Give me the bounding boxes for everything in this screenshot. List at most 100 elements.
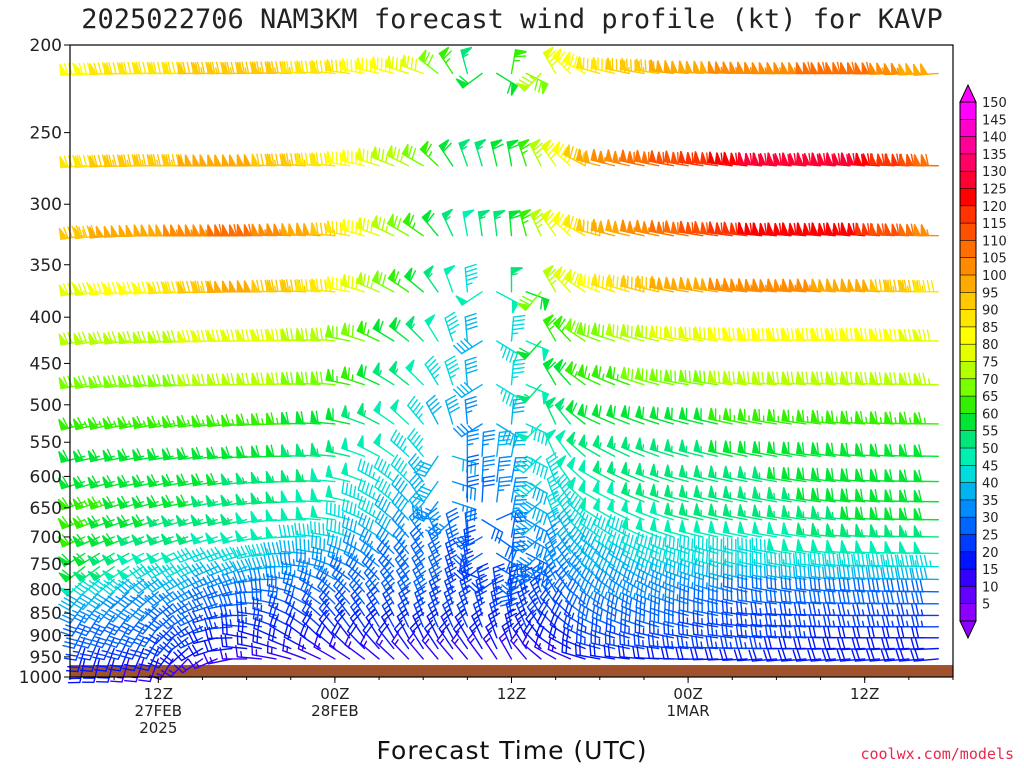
barb-full [492, 563, 505, 569]
barb-full [147, 594, 158, 604]
barb-full [512, 406, 525, 410]
wind-barb [607, 580, 630, 605]
barb-full [154, 576, 165, 587]
barb-pennant [310, 152, 319, 165]
barb-full [573, 273, 580, 286]
barb-full [399, 483, 408, 495]
barb-full [580, 619, 584, 632]
barb-full [285, 612, 292, 625]
barb-full [235, 644, 239, 658]
barb-full [318, 609, 327, 621]
barb-full [162, 579, 172, 590]
barb-half [478, 216, 486, 220]
barb-pennant [161, 448, 172, 461]
barb-half [531, 609, 537, 615]
barb-full [221, 549, 229, 561]
barb-pennant [693, 503, 702, 517]
barb-full [611, 515, 616, 529]
barb-pennant [399, 54, 408, 69]
wind-barb [692, 370, 719, 386]
barb-full [270, 444, 275, 457]
barb-full [608, 542, 614, 555]
barb-full [717, 327, 721, 341]
barb-pennant [162, 331, 171, 344]
barb-full [683, 573, 686, 587]
barb-full [325, 501, 328, 515]
barb-full [531, 562, 543, 571]
barb-pennant [493, 209, 506, 220]
wind-barb [605, 365, 630, 386]
wind-barb [464, 395, 478, 425]
barb-full [394, 477, 402, 489]
barb-full [626, 545, 631, 558]
barb-full [381, 218, 386, 231]
wind-barb [594, 566, 616, 593]
barb-pennant [385, 145, 394, 160]
barb-full [59, 617, 72, 624]
wind-barb [341, 515, 366, 538]
barb-full [187, 645, 196, 657]
barb-full [244, 544, 251, 557]
wind-barb [280, 469, 307, 483]
barb-half [353, 541, 357, 549]
wind-barb [325, 440, 351, 457]
barb-full [620, 607, 624, 620]
barb-pennant [236, 61, 245, 74]
barb-full [349, 484, 353, 497]
barb-full [690, 647, 695, 661]
wind-barb [576, 617, 601, 639]
barb-full [569, 146, 574, 159]
barb-pennant [516, 350, 531, 360]
barb-half [217, 577, 222, 584]
barb-full [158, 581, 168, 592]
wind-barb [592, 435, 616, 457]
wind-barb [72, 552, 101, 567]
barb-full [650, 545, 655, 558]
barb-pennant [236, 446, 245, 459]
wind-barb [542, 46, 561, 75]
wind-barb [421, 630, 439, 660]
barb-full [512, 358, 526, 362]
wind-barb [295, 506, 321, 521]
barb-full [92, 449, 99, 461]
barb-full [92, 656, 105, 661]
wind-barb [315, 565, 336, 593]
barb-full [331, 621, 339, 633]
barb-pennant [177, 62, 186, 75]
barb-pennant [544, 396, 557, 410]
barb-pennant [258, 223, 267, 237]
barb-full [469, 486, 473, 500]
barb-full [124, 679, 137, 683]
barb-full [305, 60, 309, 74]
barb-full [123, 154, 128, 167]
wind-barb [132, 448, 160, 462]
barb-full [232, 571, 239, 584]
barb-half [431, 585, 438, 590]
wind-barb [103, 614, 130, 636]
barb-pennant [356, 320, 364, 335]
barb-full [391, 492, 400, 503]
barb-pennant [102, 417, 113, 430]
wind-barb [496, 383, 518, 409]
barb-full [159, 632, 169, 642]
barb-full [302, 610, 310, 623]
barb-full [162, 629, 173, 639]
barb-full [497, 464, 511, 467]
barb-pennant [438, 139, 450, 153]
barb-full [466, 437, 480, 442]
barb-full [568, 551, 576, 563]
barb-pennant [443, 264, 456, 277]
wind-barb [136, 647, 160, 671]
wind-barb [390, 429, 410, 457]
barb-full [390, 429, 398, 441]
barb-half [571, 612, 575, 620]
barb-full [241, 372, 246, 386]
barb-full [137, 331, 143, 344]
barb-full [591, 605, 596, 619]
barb-full [337, 504, 340, 518]
barb-full [615, 546, 621, 559]
barb-half [402, 471, 408, 478]
barb-pennant [131, 553, 144, 565]
barb-full [241, 329, 246, 342]
barb-half [622, 527, 626, 535]
